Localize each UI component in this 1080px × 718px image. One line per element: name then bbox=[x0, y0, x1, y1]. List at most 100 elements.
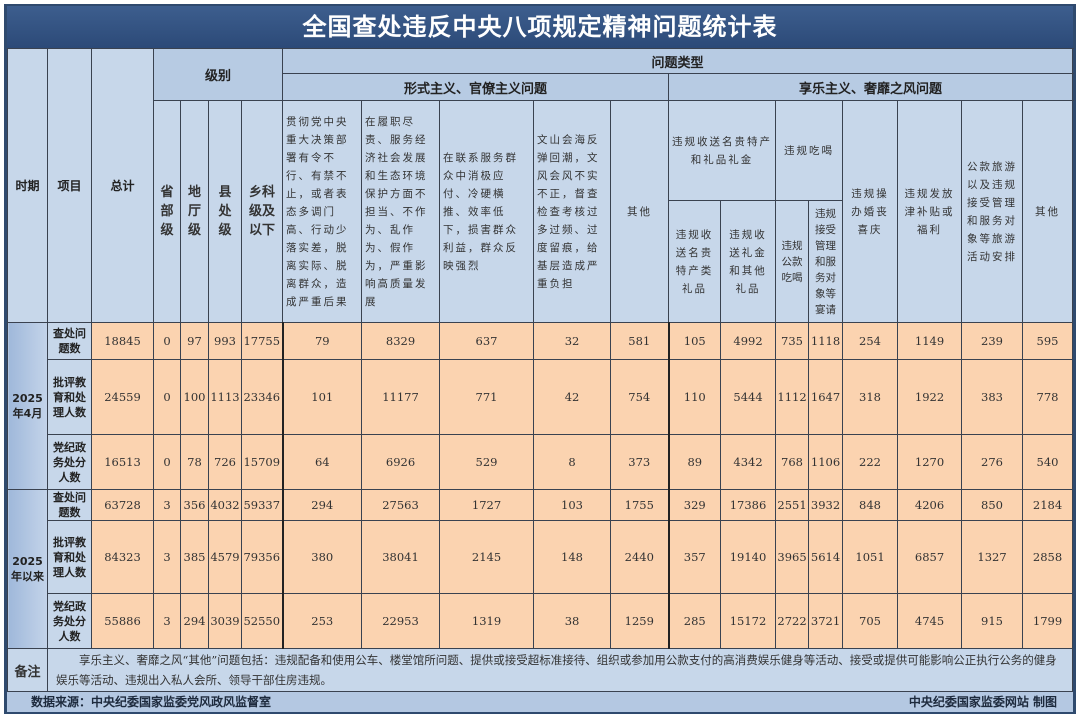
table-cell: 771 bbox=[439, 359, 535, 435]
table-cell: 5444 bbox=[720, 359, 777, 435]
table-cell: 78 bbox=[180, 434, 209, 490]
note-text: 享乐主义、奢靡之风“其他”问题包括：违规配备和使用公车、楼堂馆所问题、提供或接受… bbox=[46, 648, 1074, 692]
table-cell: 294 bbox=[282, 489, 363, 521]
header-gift-money: 违规收送礼金和其他礼品 bbox=[720, 200, 777, 323]
table-cell: 4992 bbox=[720, 322, 777, 360]
header-wedding: 违规操办婚丧喜庆 bbox=[842, 100, 899, 323]
table-cell: 595 bbox=[1022, 322, 1074, 360]
header-level-provincial: 省部级 bbox=[153, 100, 181, 323]
table-cell: 3039 bbox=[208, 593, 242, 649]
table-cell: 59337 bbox=[240, 489, 284, 521]
table-cell: 705 bbox=[842, 593, 899, 649]
table-cell: 1113 bbox=[208, 359, 242, 435]
table-cell: 3965 bbox=[775, 520, 810, 594]
table-cell: 581 bbox=[610, 322, 670, 360]
table-cell: 63728 bbox=[91, 489, 154, 521]
table-cell: 848 bbox=[842, 489, 899, 521]
header-formalism-1: 贯彻党中央重大决策部署有令不行、有禁不止，或者表态多调门高、行动少落实差，脱离实… bbox=[282, 100, 363, 323]
table-cell: 1319 bbox=[439, 593, 535, 649]
header-gift-group: 违规收送名贵特产和礼品礼金 bbox=[668, 100, 777, 201]
table-cell: 11177 bbox=[361, 359, 441, 435]
table-cell: 735 bbox=[775, 322, 810, 360]
table-cell: 101 bbox=[282, 359, 363, 435]
header-hedonism: 享乐主义、奢靡之风问题 bbox=[668, 73, 1074, 101]
header-formalism-3: 在联系服务群众中消极应付、冷硬横推、效率低下，损害群众利益，群众反映强烈 bbox=[439, 100, 535, 323]
table-cell: 285 bbox=[668, 593, 722, 649]
table-cell: 778 bbox=[1022, 359, 1074, 435]
table-cell: 2440 bbox=[610, 520, 670, 594]
table-frame: 全国查处违反中央八项规定精神问题统计表 时期 项目 总计 级别 问题类型 形式主… bbox=[4, 4, 1076, 714]
table-cell: 385 bbox=[180, 520, 209, 594]
header-travel: 公款旅游以及违规接受管理和服务对象等旅游活动安排 bbox=[961, 100, 1024, 323]
table-cell: 356 bbox=[180, 489, 209, 521]
header-gift-specialty: 违规收送名贵特产类礼品 bbox=[668, 200, 722, 323]
header-eat-group: 违规吃喝 bbox=[775, 100, 844, 201]
table-cell: 15709 bbox=[240, 434, 284, 490]
header-problem-type: 问题类型 bbox=[282, 48, 1074, 74]
table-cell: 24559 bbox=[91, 359, 154, 435]
table-cell: 850 bbox=[961, 489, 1024, 521]
table-cell: 4342 bbox=[720, 434, 777, 490]
header-period: 时期 bbox=[7, 48, 48, 323]
header-formalism-4: 文山会海反弹回潮，文风会风不实不正，督查检查考核过多过频、过度留痕，给基层造成严… bbox=[533, 100, 612, 323]
table-cell: 2145 bbox=[439, 520, 535, 594]
header-eat-public: 违规公款吃喝 bbox=[775, 200, 810, 323]
table-cell: 52550 bbox=[240, 593, 284, 649]
table-cell: 318 bbox=[842, 359, 899, 435]
table-cell: 8329 bbox=[361, 322, 441, 360]
table-cell: 1259 bbox=[610, 593, 670, 649]
table-cell: 380 bbox=[282, 520, 363, 594]
table-cell: 6926 bbox=[361, 434, 441, 490]
table-cell: 329 bbox=[668, 489, 722, 521]
table-cell: 0 bbox=[153, 322, 181, 360]
table-cell: 754 bbox=[610, 359, 670, 435]
table-cell: 89 bbox=[668, 434, 722, 490]
table-cell: 357 bbox=[668, 520, 722, 594]
table-cell: 38041 bbox=[361, 520, 441, 594]
row-item-label: 查处问题数 bbox=[47, 322, 92, 360]
header-level-prefectural: 地厅级 bbox=[180, 100, 209, 323]
table-cell: 1149 bbox=[897, 322, 963, 360]
table-cell: 373 bbox=[610, 434, 670, 490]
table-cell: 1051 bbox=[842, 520, 899, 594]
table-cell: 726 bbox=[208, 434, 242, 490]
table-cell: 254 bbox=[842, 322, 899, 360]
table-cell: 253 bbox=[282, 593, 363, 649]
table-cell: 32 bbox=[533, 322, 612, 360]
table-cell: 97 bbox=[180, 322, 209, 360]
table-cell: 1270 bbox=[897, 434, 963, 490]
table-cell: 222 bbox=[842, 434, 899, 490]
table-cell: 637 bbox=[439, 322, 535, 360]
table-cell: 1112 bbox=[775, 359, 810, 435]
table-cell: 3 bbox=[153, 489, 181, 521]
table-cell: 0 bbox=[153, 434, 181, 490]
table-cell: 4032 bbox=[208, 489, 242, 521]
data-source: 数据来源：中央纪委国家监委党风政风监督室 bbox=[31, 695, 272, 709]
table-cell: 2551 bbox=[775, 489, 810, 521]
table-cell: 1327 bbox=[961, 520, 1024, 594]
table-cell: 27563 bbox=[361, 489, 441, 521]
table-cell: 84323 bbox=[91, 520, 154, 594]
table-cell: 1647 bbox=[808, 359, 844, 435]
page-title: 全国查处违反中央八项规定精神问题统计表 bbox=[7, 6, 1073, 48]
table-cell: 2184 bbox=[1022, 489, 1074, 521]
table-cell: 276 bbox=[961, 434, 1024, 490]
table-cell: 993 bbox=[208, 322, 242, 360]
row-item-label: 批评教育和处理人数 bbox=[47, 359, 92, 435]
table-row: 2025年4月 查处问题数 18845 0 97 993 17755 79 8329 637 32 5… bbox=[7, 322, 1074, 490]
header-level-county: 县处级 bbox=[208, 100, 242, 323]
header-hedonism-other: 其他 bbox=[1022, 100, 1074, 323]
table-cell: 42 bbox=[533, 359, 612, 435]
row-item-label: 党纪政务处分人数 bbox=[47, 434, 92, 490]
table-row: 党纪政务处分人数 55886 3 294 3039 52550 253 22953 1319 38… bbox=[8, 593, 1074, 649]
note-label: 备注 bbox=[7, 648, 48, 692]
table-cell: 768 bbox=[775, 434, 810, 490]
table-cell: 2722 bbox=[775, 593, 810, 649]
header-level: 级别 bbox=[152, 48, 284, 101]
table-cell: 16513 bbox=[91, 434, 154, 490]
table-cell: 18845 bbox=[91, 322, 154, 360]
table-cell: 17386 bbox=[720, 489, 777, 521]
header-total: 总计 bbox=[91, 48, 154, 323]
table-cell: 540 bbox=[1022, 434, 1074, 490]
table-cell: 6857 bbox=[897, 520, 963, 594]
